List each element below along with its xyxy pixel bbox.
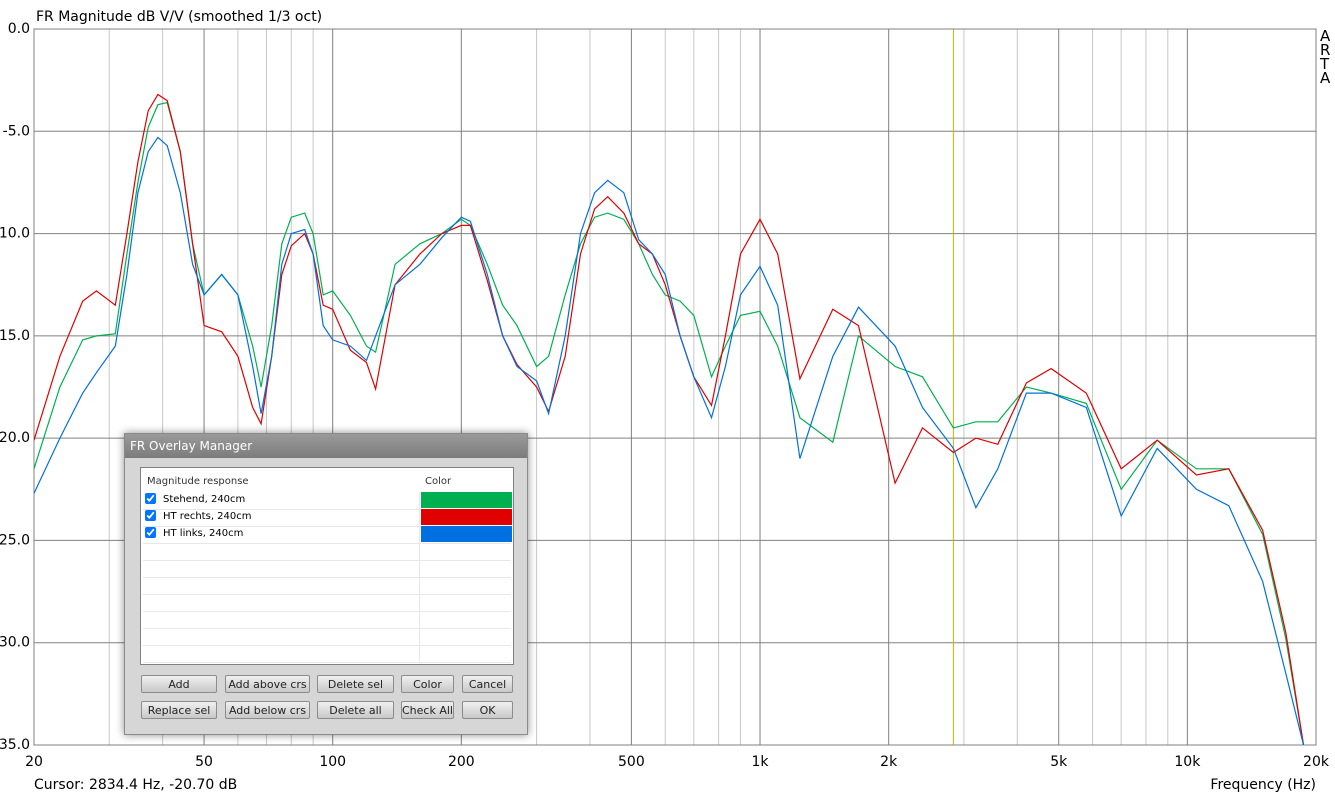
series-line xyxy=(34,93,1305,745)
checkbox[interactable] xyxy=(145,510,156,521)
x-tick-label: 20 xyxy=(25,754,43,770)
color-swatch xyxy=(421,492,512,508)
list-row[interactable]: Stehend, 240cm xyxy=(143,492,512,510)
column-header: Magnitude response xyxy=(147,476,249,487)
y-tick-label: -5.0 xyxy=(3,123,30,139)
chart-title: FR Magnitude dB V/V (smoothed 1/3 oct) xyxy=(36,9,322,25)
y-tick-label: -30.0 xyxy=(0,635,30,651)
y-tick-label: -20.0 xyxy=(0,430,30,446)
button[interactable]: Add above crs xyxy=(225,675,310,693)
x-tick-label: 2k xyxy=(880,754,898,770)
overlay-manager-dialog: FR Overlay Manager Magnitude response Co… xyxy=(124,433,528,735)
series-name: HT links, 240cm xyxy=(163,528,244,539)
list-row xyxy=(143,577,511,595)
checkbox[interactable] xyxy=(145,527,156,538)
button[interactable]: Cancel xyxy=(462,675,513,693)
dialog-title: FR Overlay Manager xyxy=(125,434,527,458)
y-tick-label: -25.0 xyxy=(0,532,30,548)
list-row[interactable]: HT links, 240cm xyxy=(143,526,512,544)
y-tick-label: -15.0 xyxy=(0,328,30,344)
color-swatch xyxy=(421,509,512,525)
x-tick-label: 200 xyxy=(448,754,475,770)
button[interactable]: Color xyxy=(401,675,454,693)
series-line xyxy=(34,136,1305,745)
list-row xyxy=(143,645,511,663)
button[interactable]: Add below crs xyxy=(225,701,310,719)
series-name: Stehend, 240cm xyxy=(163,494,246,505)
column-header: Color xyxy=(425,476,452,487)
list-row xyxy=(143,560,511,578)
x-tick-label: 50 xyxy=(195,754,213,770)
button[interactable]: OK xyxy=(462,701,513,719)
x-tick-label: 20k xyxy=(1303,754,1330,770)
series-name: HT rechts, 240cm xyxy=(163,511,252,522)
y-tick-label: -10.0 xyxy=(0,226,30,242)
button[interactable]: Add xyxy=(141,675,217,693)
cursor-readout: Cursor: 2834.4 Hz, -20.70 dB xyxy=(34,777,237,793)
x-tick-label: 500 xyxy=(618,754,645,770)
list-row[interactable]: HT rechts, 240cm xyxy=(143,509,512,527)
button[interactable]: Delete sel xyxy=(317,675,394,693)
button[interactable]: Delete all xyxy=(317,701,394,719)
x-tick-label: 10k xyxy=(1174,754,1201,770)
y-tick-label: 0.0 xyxy=(8,21,30,37)
list-row xyxy=(143,628,511,646)
button[interactable]: Replace sel xyxy=(141,701,217,719)
list-row xyxy=(143,543,511,561)
x-tick-label: 5k xyxy=(1050,754,1068,770)
x-tick-label: 1k xyxy=(752,754,770,770)
checkbox[interactable] xyxy=(145,493,156,504)
list-row xyxy=(143,611,511,629)
brand: ARTA xyxy=(1320,27,1331,87)
button[interactable]: Check All xyxy=(401,701,454,719)
y-tick-label: -35.0 xyxy=(0,737,30,753)
series-line xyxy=(34,101,1305,745)
x-axis-label: Frequency (Hz) xyxy=(1210,777,1316,793)
overlay-list: Magnitude response Color Stehend, 240cm H… xyxy=(140,467,514,665)
list-row xyxy=(143,594,511,612)
x-tick-label: 100 xyxy=(319,754,346,770)
color-swatch xyxy=(421,526,512,542)
